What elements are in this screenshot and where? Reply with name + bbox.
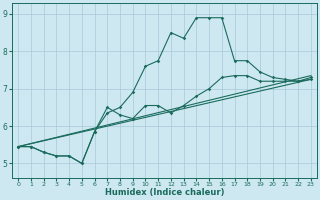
X-axis label: Humidex (Indice chaleur): Humidex (Indice chaleur) <box>105 188 224 197</box>
